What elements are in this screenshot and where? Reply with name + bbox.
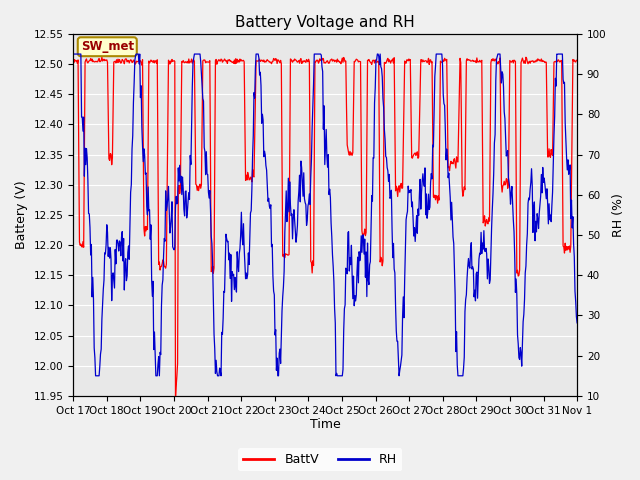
Y-axis label: RH (%): RH (%) xyxy=(612,193,625,237)
Text: SW_met: SW_met xyxy=(81,40,134,53)
Y-axis label: Battery (V): Battery (V) xyxy=(15,180,28,249)
Legend: BattV, RH: BattV, RH xyxy=(238,448,402,471)
X-axis label: Time: Time xyxy=(310,419,340,432)
Title: Battery Voltage and RH: Battery Voltage and RH xyxy=(236,15,415,30)
